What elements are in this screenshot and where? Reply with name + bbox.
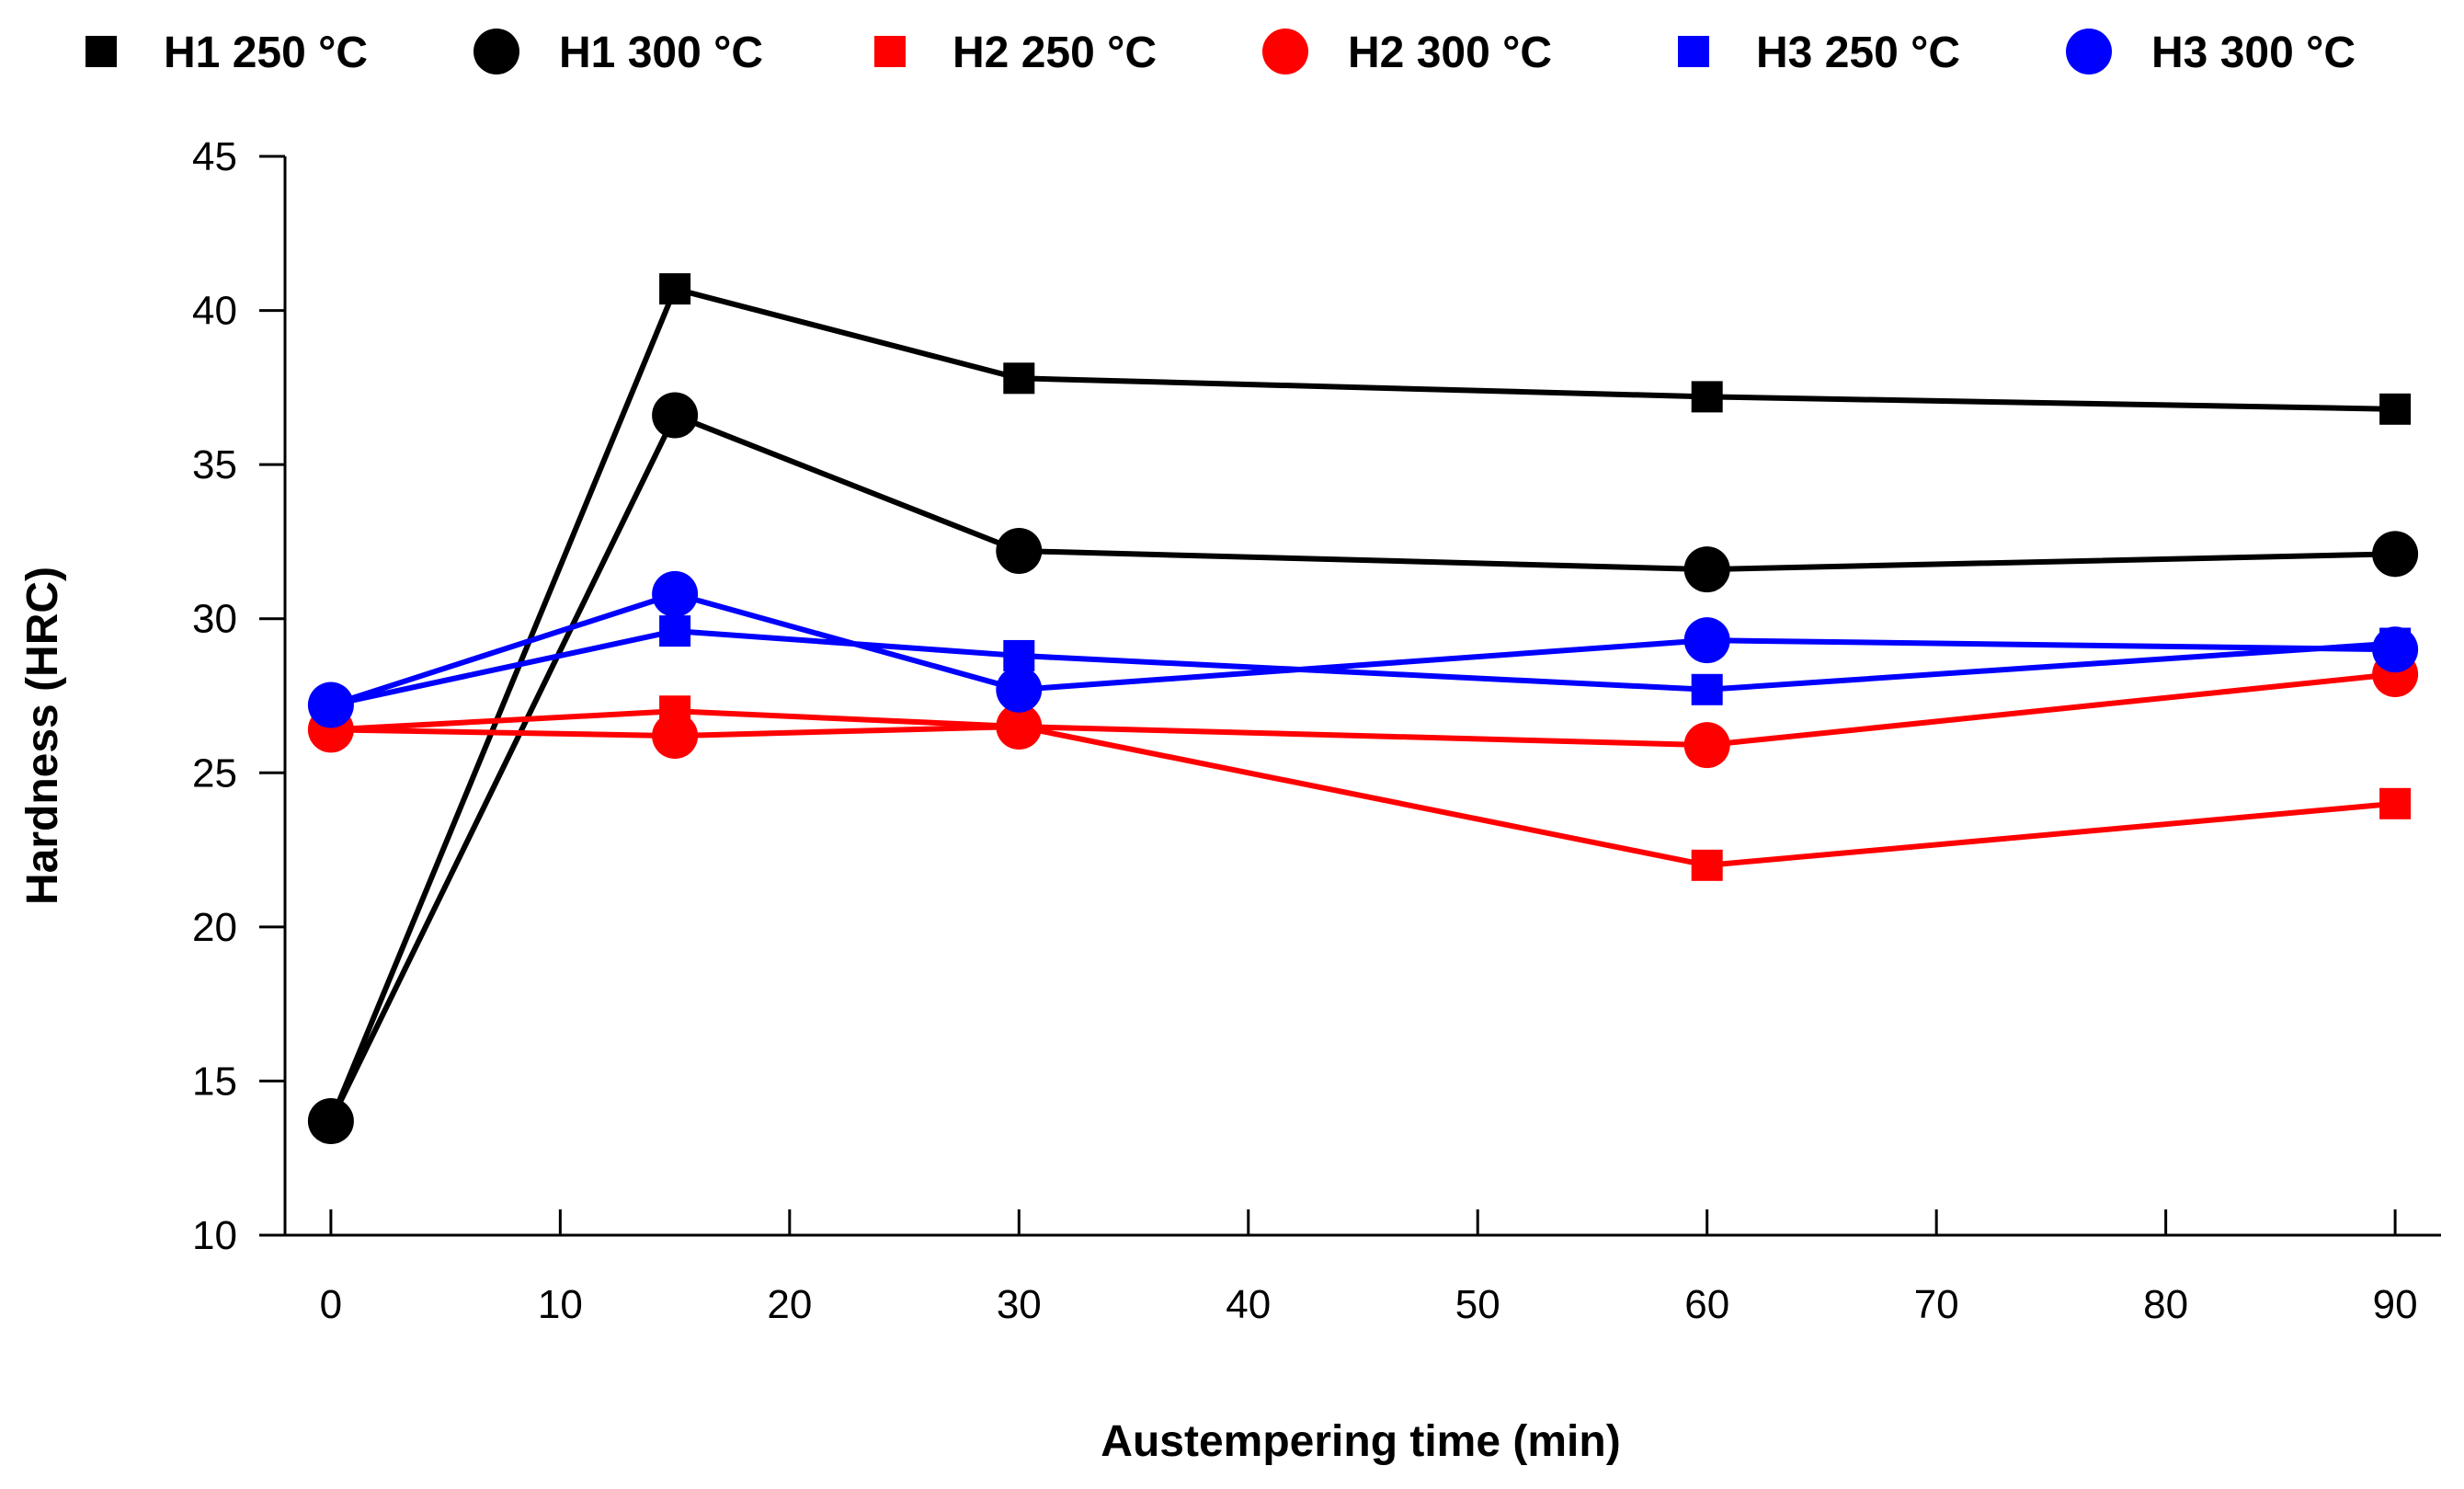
series-3 [314,695,2412,881]
series-5-point-4 [1691,673,1723,705]
series-1-point-4 [1691,381,1723,413]
x-tick-label-50: 50 [1455,1282,1500,1327]
x-tick-label-70: 70 [1914,1282,1959,1327]
series-5-point-2 [659,615,691,647]
series-6-point-2 [652,570,699,617]
series-2-point-3 [996,527,1043,574]
x-tick-label-10: 10 [538,1282,583,1327]
series-3-point-4 [1691,849,1723,881]
series-2 [307,392,2419,1144]
series-2-line [328,412,2396,1123]
x-axis-title: Austempering time (min) [1101,1417,1620,1466]
x-tick-label-30: 30 [997,1282,1042,1327]
legend-marker-3 [874,36,906,67]
legend-item-6: H3 300 °C [2066,29,2356,77]
legend-marker-5 [1678,36,1709,67]
series-4 [307,651,2419,769]
y-tick-label-25: 25 [192,750,237,796]
legend-marker-6 [2066,29,2112,74]
series-6-point-1 [307,682,354,728]
series-layer [307,273,2419,1144]
y-tick-label-10: 10 [192,1213,237,1258]
series-5-point-3 [1003,639,1035,671]
series-6-line [329,590,2396,708]
legend-marker-1 [86,36,117,67]
legend-label-1: H1 250 °C [164,29,368,77]
legend-label-6: H3 300 °C [2151,29,2356,77]
series-6-point-3 [996,666,1043,713]
x-tick-label-80: 80 [2143,1282,2188,1327]
series-4-point-4 [1683,722,1730,769]
x-tick-label-0: 0 [320,1282,342,1327]
series-1-point-5 [2379,393,2412,425]
y-tick-label-15: 15 [192,1059,237,1104]
x-tick-label-90: 90 [2373,1282,2418,1327]
series-2-point-4 [1683,546,1730,593]
y-tick-label-45: 45 [192,134,237,179]
series-5-line [330,628,2396,708]
legend-item-4: H2 300 °C [1262,29,1552,77]
series-1-point-3 [1003,362,1035,395]
series-6 [307,570,2419,728]
legend: H1 250 °C H1 300 °C H2 250 °C H2 300 °C H3 2… [86,29,2356,77]
series-2-point-5 [2372,531,2419,578]
x-tick-label-60: 60 [1684,1282,1729,1327]
legend-marker-2 [473,29,519,74]
legend-label-2: H1 300 °C [559,29,763,77]
axes: 10 15 20 25 30 35 40 45 0 10 20 30 40 50 60 70 80 90 [192,134,2441,1327]
y-axis-title: Hardness (HRC) [18,567,67,905]
series-4-point-3 [996,704,1043,750]
x-tick-label-20: 20 [767,1282,812,1327]
legend-item-5: H3 250 °C [1678,29,1960,77]
y-tick-label-40: 40 [192,289,237,334]
series-2-point-1 [307,1097,354,1144]
x-tick-label-40: 40 [1226,1282,1271,1327]
y-tick-label-20: 20 [192,905,237,950]
legend-item-1: H1 250 °C [86,29,368,77]
series-1-point-2 [659,273,691,305]
series-4-line [330,671,2396,749]
legend-item-2: H1 300 °C [473,29,763,77]
y-tick-label-30: 30 [192,597,237,642]
legend-label-3: H2 250 °C [953,29,1157,77]
series-2-point-2 [652,392,699,439]
y-tick-label-35: 35 [192,442,237,487]
legend-marker-4 [1262,29,1308,74]
legend-label-4: H2 300 °C [1348,29,1552,77]
series-6-point-4 [1683,617,1730,664]
series-6-point-5 [2372,626,2419,673]
series-4-point-2 [652,713,699,760]
legend-label-5: H3 250 °C [1756,29,1960,77]
legend-item-3: H2 250 °C [874,29,1157,77]
series-3-point-5 [2379,787,2412,819]
